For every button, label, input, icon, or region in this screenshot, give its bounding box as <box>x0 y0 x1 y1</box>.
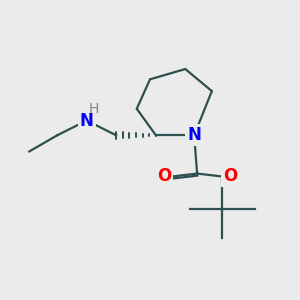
Text: N: N <box>80 112 94 130</box>
Text: O: O <box>157 167 171 185</box>
Text: N: N <box>187 126 201 144</box>
Text: O: O <box>223 167 238 185</box>
Text: H: H <box>89 102 99 116</box>
